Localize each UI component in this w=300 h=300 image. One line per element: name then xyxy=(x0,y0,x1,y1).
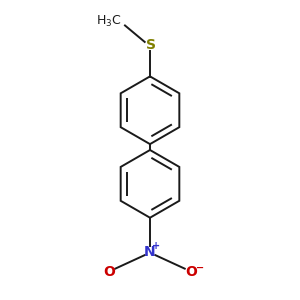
Text: O: O xyxy=(103,265,115,279)
Text: H$_3$C: H$_3$C xyxy=(96,14,122,29)
Text: O: O xyxy=(185,265,197,279)
Text: N: N xyxy=(144,244,156,259)
Text: +: + xyxy=(152,241,160,251)
Text: −: − xyxy=(196,263,204,273)
Text: S: S xyxy=(146,38,157,52)
